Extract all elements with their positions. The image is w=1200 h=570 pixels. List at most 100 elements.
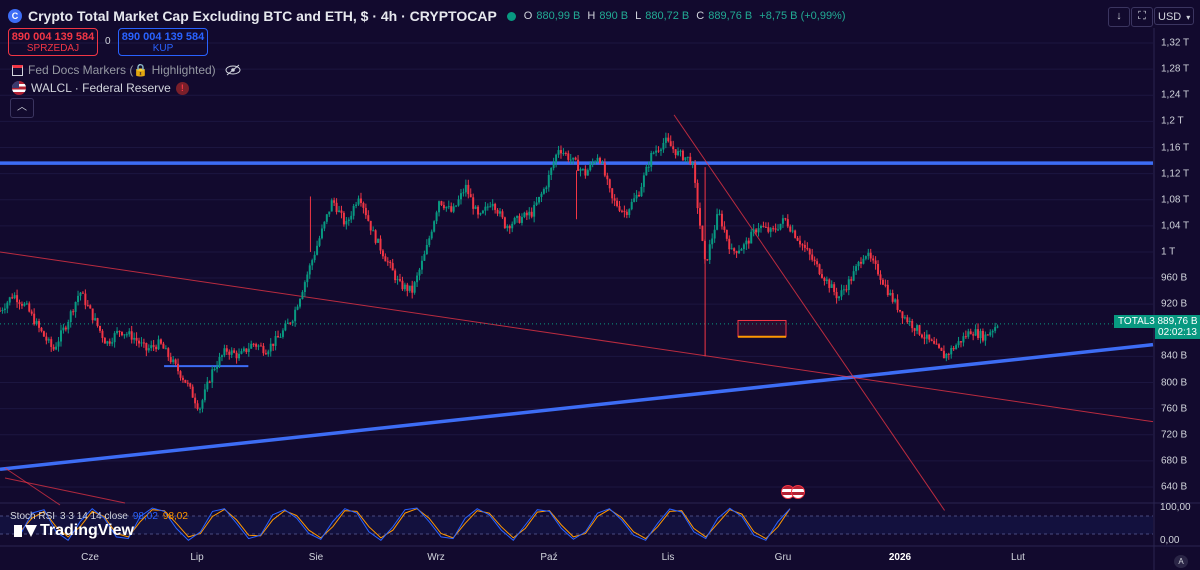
price-axis[interactable]: 1,32 T 1,28 T 1,24 T 1,2 T 1,16 T 1,12 T 1,08 …: [1155, 30, 1200, 546]
indicator-fed-docs[interactable]: Fed Docs Markers (🔒 Highlighted): [12, 63, 241, 77]
candle-body: [311, 260, 314, 266]
candle-body: [940, 347, 943, 351]
candle-body: [306, 274, 309, 283]
warning-icon[interactable]: !: [175, 81, 189, 95]
candle-body: [262, 345, 265, 354]
candle-body: [796, 237, 799, 241]
candle-body: [584, 168, 587, 176]
auto-scale-button[interactable]: A: [1174, 555, 1188, 568]
candle-body: [228, 351, 231, 355]
candle-body: [494, 203, 497, 210]
currency-select[interactable]: USD ▾: [1154, 7, 1194, 25]
candle-body: [618, 206, 621, 211]
candle-body: [530, 211, 533, 217]
stoch-rsi-legend[interactable]: Stoch RSI 3 3 14 14 close 98,02 98,02: [10, 511, 188, 522]
candle-body: [886, 284, 889, 296]
eye-hidden-icon[interactable]: [225, 64, 241, 76]
candle-body: [630, 201, 633, 210]
candle-body: [620, 210, 623, 212]
candle-body: [77, 295, 80, 302]
candle-body: [225, 348, 228, 352]
stoch-d-value: 98,02: [162, 511, 188, 522]
candle-body: [438, 201, 441, 213]
candle-body: [213, 368, 216, 370]
trendline-falling-trend: [0, 251, 1154, 423]
candle-body: [503, 217, 506, 228]
candle-body: [20, 303, 23, 306]
candle-body: [933, 340, 936, 344]
candle-body: [820, 274, 823, 278]
candle-body: [511, 223, 514, 229]
candle-body: [947, 353, 950, 355]
price-tick-label: 1,16 T: [1161, 142, 1190, 153]
candle-body: [123, 334, 126, 336]
candle-body: [230, 350, 233, 355]
candle-body: [838, 296, 841, 299]
candle-body: [130, 331, 133, 340]
sell-button[interactable]: 890 004 139 584 SPRZEDAJ: [8, 28, 98, 56]
candle-body: [589, 163, 592, 171]
candle-body: [128, 331, 131, 335]
price-tick-label: 1,28 T: [1161, 63, 1190, 75]
candle-body: [81, 292, 84, 294]
candle-body: [430, 231, 433, 239]
candle-body: [433, 221, 436, 232]
candle-body: [881, 279, 884, 285]
candle-body: [194, 397, 197, 404]
candle-body: [191, 386, 194, 398]
candle-body: [891, 293, 894, 302]
candle-body: [116, 330, 119, 334]
candle-body: [150, 345, 153, 349]
download-button[interactable]: ↓: [1108, 7, 1130, 27]
candle-body: [442, 205, 445, 209]
candle-body: [677, 151, 680, 156]
collapse-indicators-button[interactable]: ︿: [10, 98, 34, 118]
indicator-walcl[interactable]: WALCL · Federal Reserve !: [12, 81, 189, 95]
fullscreen-button[interactable]: ⛶: [1131, 7, 1153, 27]
time-tick-label: 2026: [888, 552, 912, 563]
buy-button[interactable]: 890 004 139 584 KUP: [118, 28, 208, 56]
economic-event-icon[interactable]: [781, 485, 807, 499]
candle-body: [277, 335, 280, 338]
candle-body: [794, 230, 797, 238]
candle-body: [320, 228, 323, 239]
candle-body: [679, 150, 682, 152]
candle-body: [623, 210, 626, 212]
candle-body: [567, 153, 570, 160]
calendar-icon: [12, 64, 23, 76]
candle-body: [916, 325, 919, 331]
time-tick-label: Lip: [190, 552, 204, 563]
candle-body: [701, 225, 704, 241]
candle-body: [516, 215, 519, 218]
market-status-icon[interactable]: [506, 11, 516, 21]
candle-body: [903, 317, 906, 319]
candle-body: [384, 256, 387, 262]
candle-body: [345, 221, 348, 225]
candle-body: [645, 166, 648, 176]
symbol-title[interactable]: Crypto Total Market Cap Excluding BTC an…: [28, 8, 497, 24]
candle-body: [318, 238, 321, 246]
candle-body: [716, 214, 719, 230]
tradingview-logo[interactable]: TradingView: [14, 522, 134, 540]
candle-body: [484, 206, 487, 211]
trendline-rising-support: [0, 342, 1154, 472]
candle-body: [547, 174, 550, 188]
candle-body: [296, 306, 299, 310]
candle-body: [233, 350, 236, 353]
candle-body: [367, 215, 370, 221]
candle-body: [725, 229, 728, 239]
candle-body: [759, 225, 762, 229]
candle-body: [533, 204, 536, 217]
candle-body: [413, 282, 416, 293]
trendline-minor: [4, 467, 61, 506]
candle-body: [918, 325, 921, 335]
stoch-params: 3 3 14 14 close: [60, 511, 128, 522]
open-value: 880,99 B: [536, 10, 581, 22]
candle-body: [64, 327, 67, 330]
candle-body: [157, 339, 160, 350]
candle-body: [686, 156, 689, 158]
candle-body: [289, 322, 292, 324]
ohlc-values: O 880,99 B H 890 B L 880,72 B C 889,76 B +8,…: [524, 10, 846, 22]
candle-body: [508, 225, 511, 229]
